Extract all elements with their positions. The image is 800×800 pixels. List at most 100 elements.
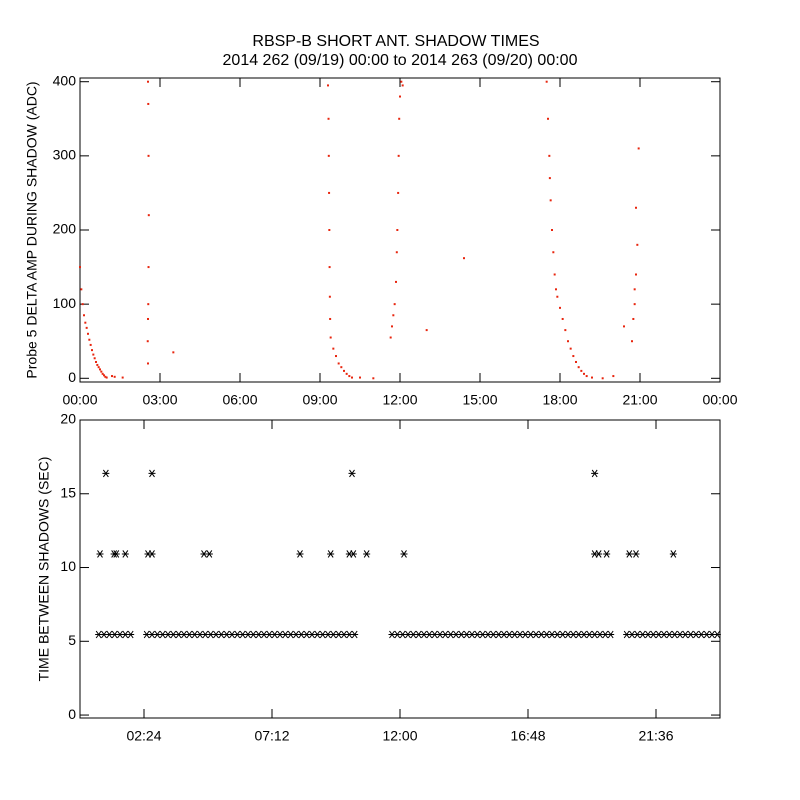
data-point	[400, 550, 408, 558]
data-point	[146, 340, 149, 343]
data-point	[85, 326, 88, 329]
data-point	[147, 154, 150, 157]
x-tick-label: 07:12	[254, 728, 289, 744]
data-point	[669, 550, 677, 558]
data-point	[91, 349, 93, 352]
data-point	[340, 366, 343, 369]
data-point	[607, 630, 615, 639]
data-point	[591, 469, 599, 478]
data-point	[172, 351, 175, 354]
data-point	[463, 257, 465, 260]
data-point	[401, 84, 404, 87]
y-tick-label: 0	[68, 706, 76, 722]
data-point	[296, 550, 304, 558]
data-point	[561, 317, 564, 320]
data-point	[575, 360, 577, 363]
x-tick-label: 06:00	[222, 392, 257, 408]
data-point	[397, 154, 400, 157]
data-point	[549, 199, 552, 202]
x-tick-label: 00:00	[702, 392, 737, 408]
data-point	[572, 355, 575, 358]
data-point	[583, 372, 585, 375]
data-point	[637, 147, 640, 150]
x-tick-label: 21:36	[638, 728, 673, 744]
x-tick-label: 12:00	[382, 728, 417, 744]
data-point	[633, 288, 636, 291]
data-point	[147, 102, 150, 105]
data-point	[112, 550, 120, 558]
data-point	[389, 336, 392, 339]
data-point	[343, 369, 345, 372]
data-point	[547, 117, 549, 120]
y-tick-label: 100	[53, 295, 77, 311]
x-tick-label: 03:00	[142, 392, 177, 408]
data-point	[96, 550, 104, 558]
data-point	[397, 191, 400, 194]
data-point	[612, 375, 615, 378]
data-point	[372, 377, 375, 380]
data-point	[329, 317, 332, 320]
data-point	[147, 303, 150, 306]
data-point	[632, 317, 635, 320]
data-point	[88, 338, 91, 341]
x-tick-label: 00:00	[62, 392, 97, 408]
data-point	[348, 469, 356, 478]
y-axis-label: Probe 5 DELTA AMP DURING SHADOW (ADC)	[24, 81, 40, 378]
data-point	[100, 370, 103, 373]
data-point	[121, 376, 124, 379]
data-point	[111, 375, 113, 378]
data-point	[328, 229, 331, 231]
data-point	[425, 329, 428, 332]
data-point	[99, 368, 101, 371]
data-point	[351, 376, 353, 379]
data-point	[595, 550, 603, 558]
data-point	[102, 469, 110, 478]
data-point	[96, 363, 99, 366]
data-point	[205, 550, 213, 558]
data-point	[400, 80, 403, 83]
y-tick-label: 10	[60, 558, 76, 574]
data-point	[548, 154, 551, 157]
x-tick-label: 09:00	[302, 392, 337, 408]
data-point	[113, 375, 116, 378]
x-tick-label: 15:00	[462, 392, 497, 408]
data-point	[556, 295, 559, 298]
data-point	[327, 550, 335, 558]
data-point	[359, 376, 361, 379]
data-point	[625, 550, 633, 558]
data-point	[548, 177, 551, 180]
data-point	[395, 251, 398, 254]
data-point	[147, 362, 149, 365]
data-point	[148, 550, 156, 558]
data-point	[93, 357, 96, 360]
data-point	[351, 630, 359, 639]
data-point	[147, 317, 149, 320]
data-point	[348, 375, 351, 378]
data-point	[713, 630, 721, 639]
data-point	[396, 229, 399, 231]
data-point	[349, 550, 357, 558]
data-point	[328, 295, 331, 298]
data-point	[569, 347, 572, 350]
data-point	[632, 550, 640, 558]
y-tick-label: 15	[60, 484, 76, 500]
data-point	[591, 376, 593, 379]
data-point	[552, 251, 555, 254]
data-point	[121, 550, 129, 558]
data-point	[147, 214, 150, 217]
data-point	[553, 273, 556, 276]
data-point	[337, 362, 340, 365]
y-tick-label: 20	[60, 411, 76, 427]
data-point	[363, 550, 371, 558]
data-point	[545, 80, 548, 83]
data-point	[631, 340, 633, 343]
data-point	[391, 325, 393, 328]
data-point	[567, 340, 569, 343]
data-point	[564, 329, 567, 332]
data-point	[327, 154, 330, 157]
data-point	[103, 374, 105, 377]
y-tick-label: 300	[53, 147, 77, 163]
data-point	[551, 229, 553, 231]
